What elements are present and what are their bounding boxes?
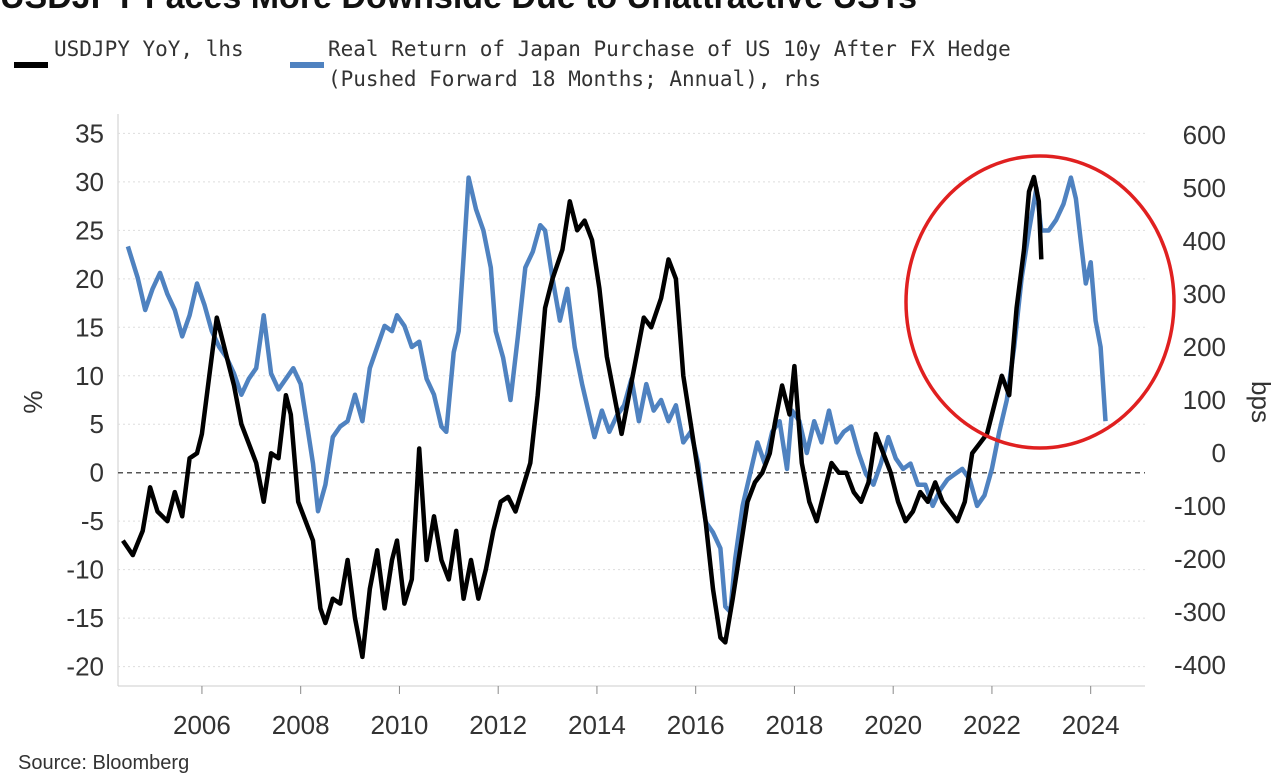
- legend-label-usdjpy: USDJPY YoY, lhs: [54, 37, 244, 61]
- x-tick-label: 2014: [568, 710, 626, 740]
- series-line-real-return: [125, 175, 1108, 615]
- left-tick-label: 10: [75, 361, 104, 391]
- x-tick-label: 2010: [371, 710, 429, 740]
- left-tick-label: 30: [75, 167, 104, 197]
- series-line-usdjpy: [121, 174, 1044, 660]
- right-axis: -400 -300 -200 -100 0 100 200 300 400 500 600 bps: [1174, 120, 1276, 680]
- x-tick-label: 2022: [963, 710, 1021, 740]
- x-tick-label: 2018: [766, 710, 824, 740]
- left-tick-label: 0: [90, 458, 104, 488]
- left-tick-label: 20: [75, 264, 104, 294]
- legend-label-real-return-line1: Real Return of Japan Purchase of US 10y …: [328, 37, 1011, 61]
- left-tick-label: 35: [75, 118, 104, 148]
- left-tick-label: -15: [66, 603, 104, 633]
- x-tick-label: 2008: [272, 710, 330, 740]
- legend-label-real-return-line2: (Pushed Forward 18 Months; Annual), rhs: [328, 67, 822, 91]
- left-tick-label: 5: [90, 409, 104, 439]
- left-tick-label: -5: [81, 506, 104, 536]
- left-tick-label: -10: [66, 555, 104, 585]
- right-tick-label: 200: [1183, 332, 1226, 362]
- right-tick-label: -400: [1174, 650, 1226, 680]
- grid-lines: [117, 114, 1145, 687]
- legend-swatch-real-return: [290, 62, 324, 68]
- right-tick-label: -200: [1174, 544, 1226, 574]
- legend-swatch-usdjpy: [14, 62, 48, 68]
- highlight-circle: [904, 154, 1176, 450]
- x-tick-label: 2020: [864, 710, 922, 740]
- x-axis: 2006 2008 2010 2012 2014 2016 2018 2020 2022 2024: [173, 686, 1120, 740]
- source-note: Source: Bloomberg: [18, 752, 190, 774]
- chart-title: USDJPY Faces More Downside Due to Unattr…: [0, 0, 1280, 18]
- x-tick-label: 2024: [1062, 710, 1120, 740]
- right-tick-label: -300: [1174, 597, 1226, 627]
- left-tick-label: -20: [66, 652, 104, 682]
- right-tick-label: 300: [1183, 279, 1226, 309]
- x-tick-label: 2012: [469, 710, 527, 740]
- left-axis: -20 -15 -10 -5 0 5 10 15 20 25 30 35%: [18, 118, 104, 681]
- legend-label-real-return: Real Return of Japan Purchase of US 10y …: [328, 34, 1011, 94]
- right-tick-label: 100: [1183, 385, 1226, 415]
- left-tick-label: 15: [75, 312, 104, 342]
- right-tick-label: -100: [1174, 491, 1226, 521]
- left-axis-label: %: [18, 390, 48, 413]
- right-axis-label: bps: [1246, 381, 1276, 423]
- right-tick-label: 600: [1183, 120, 1226, 150]
- x-tick-label: 2006: [173, 710, 231, 740]
- right-tick-label: 400: [1183, 226, 1226, 256]
- x-tick-label: 2016: [667, 710, 725, 740]
- right-tick-label: 500: [1183, 173, 1226, 203]
- left-tick-label: 25: [75, 215, 104, 245]
- annotation: [904, 154, 1176, 450]
- right-tick-label: 0: [1212, 438, 1226, 468]
- series-lines: [121, 174, 1108, 660]
